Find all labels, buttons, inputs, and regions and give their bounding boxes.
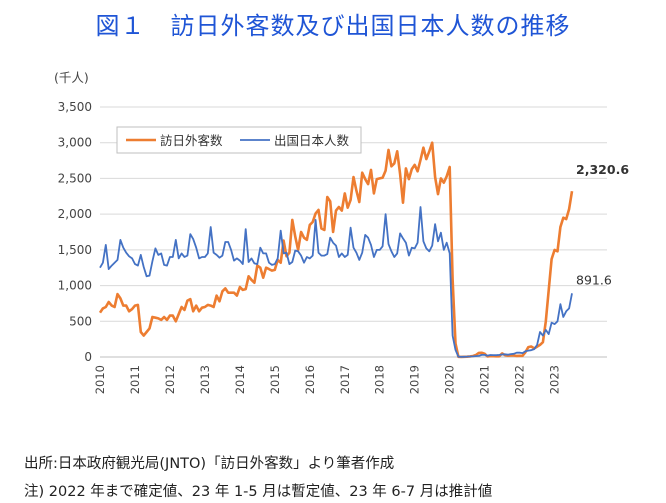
y-tick-label: 3,000 [58, 136, 92, 150]
line-chart: 0 500 1,000 1,500 2,000 2,500 3,000 3,500 (千人) 20… [54, 70, 629, 394]
series-line-departures [99, 206, 573, 358]
x-tick-label: 2012 [163, 365, 177, 394]
end-value-label: 891.6 [576, 272, 612, 287]
x-tick-label: 2017 [338, 365, 352, 394]
x-tick-label: 2022 [513, 365, 527, 394]
y-tick-label: 0 [84, 350, 92, 364]
end-value-label: 2,320.6 [576, 162, 629, 177]
x-tick-label: 2010 [93, 365, 107, 394]
legend-box [116, 126, 362, 154]
series-lines [98, 141, 574, 359]
footnote: 注) 2022 年まで確定値、23 年 1-5 月は暫定値、23 年 6-7 月… [24, 484, 493, 500]
x-tick-label: 2011 [128, 365, 142, 394]
y-tick-label: 2,000 [58, 207, 92, 221]
y-tick-label: 1,000 [58, 279, 92, 293]
x-tick-label: 2013 [198, 365, 212, 394]
y-tick-label: 500 [69, 314, 92, 328]
axes: 0 500 1,000 1,500 2,000 2,500 3,000 3,500 (千人) 20… [54, 70, 607, 394]
x-tick-label: 2015 [268, 365, 282, 394]
series-line-visitors [98, 141, 574, 359]
source-note: 出所:日本政府観光局(JNTO)「訪日外客数」より筆者作成 [24, 456, 395, 472]
y-tick-label: 3,500 [58, 100, 92, 114]
x-tick-label: 2016 [303, 365, 317, 394]
x-tick-label: 2019 [408, 365, 422, 394]
y-unit-label: (千人) [54, 70, 89, 85]
x-tick-label: 2014 [233, 365, 247, 394]
legend-label: 訪日外客数 [160, 133, 223, 148]
page-title: 図１ 訪日外客数及び出国日本人数の推移 [95, 12, 571, 40]
x-tick-label: 2020 [443, 365, 457, 394]
y-tick-label: 2,500 [58, 171, 92, 185]
legend: 訪日外客数 出国日本人数 [116, 126, 362, 154]
y-tick-label: 1,500 [58, 243, 92, 257]
legend-label: 出国日本人数 [274, 133, 350, 148]
x-tick-label: 2021 [478, 365, 492, 394]
end-labels: 2,320.6 891.6 [576, 162, 629, 287]
x-tick-label: 2018 [373, 365, 387, 394]
x-tick-label: 2023 [548, 365, 562, 394]
